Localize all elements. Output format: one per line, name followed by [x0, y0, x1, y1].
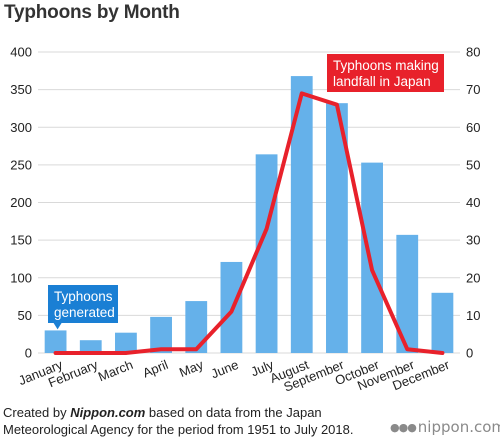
chart-title: Typhoons by Month — [4, 2, 180, 23]
source-prefix: Created by — [3, 405, 71, 420]
source-suffix: based on data from the Japan Meteorologi… — [3, 405, 354, 437]
left-tick-label: 0 — [25, 346, 32, 361]
line-series — [53, 91, 445, 355]
source-note: Created by Nippon.com based on data from… — [3, 404, 393, 438]
bar-january — [44, 330, 67, 353]
landfall-line — [53, 91, 445, 355]
x-tick-label: April — [140, 357, 170, 381]
bar-august — [290, 76, 313, 353]
source-brand: Nippon.com — [70, 405, 146, 420]
right-tick-label: 0 — [466, 346, 473, 361]
bar-november — [396, 234, 419, 353]
left-tick-label: 150 — [10, 233, 32, 248]
line-point-october — [371, 269, 373, 271]
right-tick-label: 60 — [466, 120, 480, 135]
line-point-april — [160, 348, 162, 350]
annotation-landfall-text: landfall in Japan — [333, 74, 431, 89]
annotation-generated-pointer — [53, 323, 62, 330]
annotation-landfall-box — [327, 54, 444, 92]
right-tick-label: 30 — [466, 233, 480, 248]
line-point-september — [336, 104, 338, 106]
line-point-december — [441, 352, 443, 354]
line-point-january — [55, 352, 57, 354]
x-tick-label: June — [209, 357, 241, 381]
annotation-landfall-text: Typhoons making — [333, 58, 439, 73]
line-point-august — [301, 92, 303, 94]
x-tick-label: May — [177, 357, 206, 380]
chart: 0 50 100 150 200 250 300 350 400 0 10 20 30 40 50 60 70… — [10, 45, 480, 395]
annotation-generated-box — [48, 285, 118, 323]
left-tick-label: 300 — [10, 120, 32, 135]
bar-series — [44, 76, 454, 353]
annotation-generated-text: Typhoons — [54, 289, 113, 304]
logo-text: nippon.com — [417, 418, 500, 436]
left-tick-label: 100 — [10, 270, 32, 285]
right-tick-label: 50 — [466, 157, 480, 172]
left-axis-ticks: 0 50 100 150 200 250 300 350 400 — [10, 45, 32, 361]
right-tick-label: 20 — [466, 270, 480, 285]
right-tick-label: 10 — [466, 308, 480, 323]
bar-february — [79, 340, 102, 353]
right-axis-ticks: 0 10 20 30 40 50 60 70 80 — [466, 45, 480, 361]
publisher-logo: ●●● nippon.com — [390, 418, 500, 436]
left-tick-label: 350 — [10, 82, 32, 97]
line-point-march — [125, 352, 127, 354]
bar-march — [115, 332, 137, 353]
annotation-generated-text: generated — [54, 305, 115, 320]
line-point-may — [195, 348, 197, 350]
left-tick-label: 50 — [18, 308, 32, 323]
bar-october — [361, 162, 383, 353]
line-point-november — [406, 348, 408, 350]
left-tick-label: 250 — [10, 157, 32, 172]
left-tick-label: 200 — [10, 195, 32, 210]
left-tick-label: 400 — [10, 45, 32, 60]
gridlines — [38, 51, 460, 354]
bar-july — [255, 154, 278, 353]
line-point-february — [90, 352, 92, 354]
bar-april — [150, 316, 172, 353]
bar-may — [185, 301, 208, 353]
logo-dots-icon: ●●● — [390, 421, 417, 434]
bar-december — [431, 292, 454, 353]
line-point-june — [230, 311, 232, 313]
annotation-landfall-pointer — [336, 86, 344, 92]
right-tick-label: 40 — [466, 195, 480, 210]
right-tick-label: 80 — [466, 45, 480, 60]
x-tick-label: March — [96, 357, 135, 384]
bar-september — [326, 103, 348, 353]
right-tick-label: 70 — [466, 82, 480, 97]
line-point-july — [266, 228, 268, 230]
